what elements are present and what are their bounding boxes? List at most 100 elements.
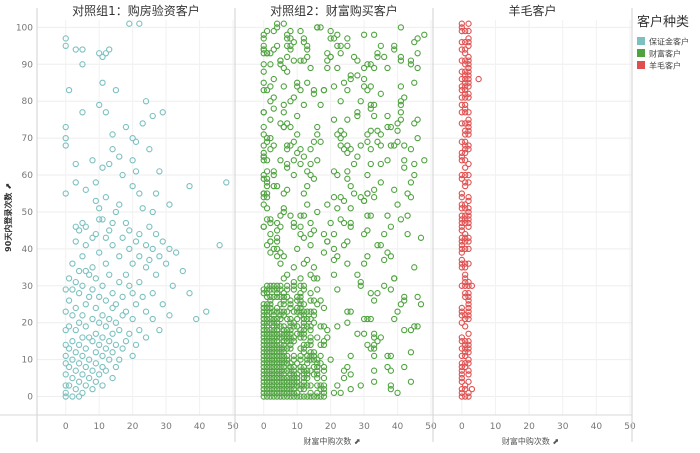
data-point bbox=[367, 127, 374, 134]
data-point bbox=[317, 101, 324, 109]
data-point bbox=[360, 260, 368, 267]
data-point bbox=[465, 282, 472, 289]
data-point bbox=[334, 131, 341, 138]
data-point bbox=[462, 315, 469, 323]
data-point bbox=[283, 282, 291, 289]
data-point bbox=[384, 212, 391, 219]
data-point bbox=[96, 319, 103, 326]
data-point bbox=[334, 253, 341, 260]
data-point bbox=[314, 371, 321, 378]
data-point bbox=[142, 264, 150, 271]
data-point bbox=[75, 319, 83, 326]
data-point bbox=[99, 363, 106, 371]
data-point bbox=[421, 31, 428, 38]
data-point bbox=[146, 146, 153, 153]
data-point bbox=[337, 98, 344, 105]
data-point bbox=[126, 20, 133, 27]
data-point bbox=[370, 341, 378, 349]
data-point bbox=[314, 382, 321, 389]
data-point bbox=[417, 301, 425, 308]
data-point bbox=[340, 242, 348, 249]
data-point bbox=[462, 271, 469, 278]
data-point bbox=[397, 53, 405, 61]
data-point bbox=[273, 245, 281, 253]
data-point bbox=[394, 308, 401, 315]
data-point bbox=[364, 138, 371, 145]
data-point bbox=[307, 242, 314, 249]
data-point bbox=[283, 382, 291, 389]
data-point bbox=[462, 182, 469, 190]
data-point bbox=[367, 315, 374, 323]
data-point bbox=[267, 282, 274, 289]
data-point bbox=[370, 352, 378, 360]
x-axis-label: 财富中购次数 ⬈ bbox=[303, 436, 360, 446]
data-point bbox=[462, 146, 469, 153]
data-point bbox=[307, 367, 314, 374]
data-point bbox=[106, 338, 113, 345]
data-point bbox=[370, 112, 378, 120]
data-point bbox=[263, 326, 271, 334]
data-point bbox=[367, 212, 374, 219]
data-point bbox=[260, 382, 267, 389]
data-point bbox=[102, 323, 110, 330]
data-point bbox=[310, 297, 318, 304]
data-point bbox=[260, 356, 267, 363]
data-point bbox=[465, 367, 472, 374]
data-point bbox=[283, 68, 291, 75]
data-point bbox=[458, 389, 465, 397]
data-point bbox=[344, 86, 351, 94]
data-point bbox=[458, 360, 465, 367]
data-point bbox=[397, 116, 405, 123]
data-point bbox=[106, 271, 113, 278]
data-point bbox=[340, 367, 348, 374]
data-point bbox=[465, 123, 472, 131]
data-point bbox=[69, 356, 76, 363]
data-point bbox=[96, 101, 103, 109]
data-point bbox=[300, 319, 308, 326]
data-point bbox=[280, 301, 287, 308]
data-point bbox=[300, 367, 308, 374]
data-point bbox=[374, 242, 381, 249]
data-point bbox=[273, 286, 281, 293]
data-point bbox=[458, 38, 465, 46]
data-point bbox=[65, 323, 73, 330]
data-point bbox=[462, 72, 469, 79]
data-point bbox=[277, 341, 284, 349]
data-point bbox=[267, 367, 274, 374]
data-point bbox=[69, 393, 76, 400]
data-point bbox=[462, 38, 469, 46]
data-point bbox=[465, 371, 472, 378]
data-point bbox=[287, 326, 294, 334]
data-point bbox=[270, 171, 277, 179]
data-point bbox=[320, 323, 328, 330]
data-point bbox=[92, 349, 99, 356]
data-point bbox=[377, 131, 384, 138]
data-point bbox=[458, 304, 465, 312]
data-point bbox=[462, 83, 469, 90]
data-point bbox=[404, 190, 411, 197]
data-point bbox=[384, 64, 391, 72]
data-point bbox=[300, 308, 308, 315]
data-point bbox=[290, 264, 297, 271]
data-point bbox=[283, 146, 291, 153]
data-point bbox=[462, 205, 469, 212]
data-point bbox=[397, 109, 405, 116]
data-point bbox=[458, 312, 465, 319]
y-tick-label: 0 bbox=[27, 393, 33, 403]
data-point bbox=[407, 61, 415, 68]
data-point bbox=[280, 123, 287, 131]
data-point bbox=[193, 315, 200, 323]
data-point bbox=[82, 223, 89, 230]
data-point bbox=[267, 61, 274, 68]
data-point bbox=[314, 131, 321, 138]
data-point bbox=[320, 230, 328, 238]
data-point bbox=[280, 101, 287, 109]
data-point bbox=[307, 341, 314, 349]
data-point bbox=[277, 345, 284, 352]
data-point bbox=[89, 386, 96, 393]
data-point bbox=[82, 242, 89, 249]
data-point bbox=[270, 360, 277, 367]
data-point bbox=[307, 352, 314, 360]
data-point bbox=[96, 249, 103, 256]
